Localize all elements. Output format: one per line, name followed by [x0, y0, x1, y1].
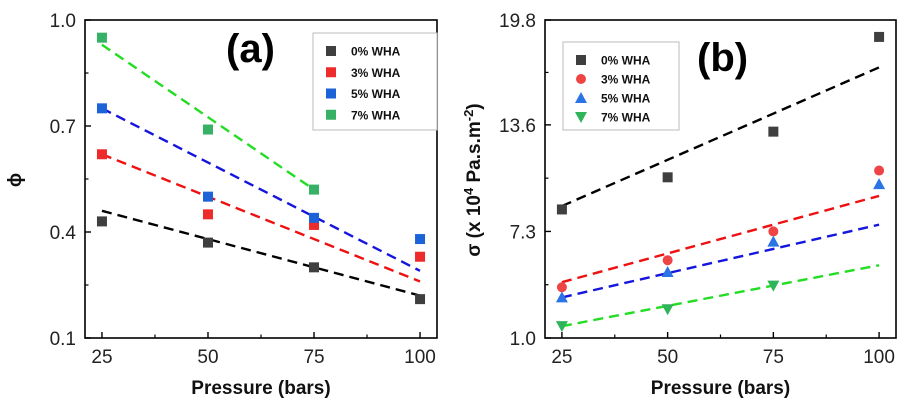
legend-label: 3% WHA — [351, 66, 401, 80]
x-tick-label: 75 — [763, 347, 784, 368]
data-point — [556, 204, 567, 215]
data-point — [767, 280, 780, 292]
legend-label: 3% WHA — [601, 73, 651, 87]
y-tick-label: 0.4 — [50, 223, 77, 244]
y-axis-label-part: ) — [464, 103, 485, 109]
y-tick-label: 1.0 — [50, 11, 76, 32]
y-tick-label: 0.1 — [50, 329, 76, 350]
panel-label: (a) — [226, 27, 275, 71]
y-tick-label: 1.0 — [510, 329, 536, 350]
y-axis-label-part: 4 — [461, 187, 476, 195]
x-tick-label: 50 — [657, 347, 678, 368]
fit-line — [101, 209, 421, 297]
legend-marker — [326, 88, 336, 99]
legend-label: 5% WHA — [351, 87, 401, 101]
y-axis-label-part: -2 — [461, 110, 476, 122]
data-point — [662, 172, 673, 183]
data-point — [555, 291, 568, 303]
x-tick-label: 50 — [197, 347, 218, 368]
data-point — [309, 219, 320, 230]
x-axis-label: Pressure (bars) — [191, 378, 330, 399]
fit-line — [101, 43, 315, 191]
fit-line — [561, 264, 880, 328]
data-point — [96, 32, 107, 43]
data-point — [202, 124, 213, 135]
data-point — [768, 126, 779, 137]
y-axis-label: σ (x 104 Pa.s.m-2) — [461, 103, 486, 256]
data-point — [309, 262, 320, 273]
fit-line — [561, 66, 880, 208]
panel-b: 25 50 75 100 1.0 7.3 13.6 19.8 Pressure (bars) σ … — [461, 11, 897, 399]
data-point — [202, 209, 213, 220]
legend-marker — [575, 92, 587, 103]
data-point — [874, 31, 885, 42]
legend-label: 0% WHA — [601, 54, 651, 68]
y-tick-label: 19.8 — [499, 11, 536, 32]
fit-line — [561, 194, 880, 284]
data-point — [309, 184, 320, 195]
x-tick-label: 100 — [863, 347, 895, 368]
data-point — [202, 191, 213, 202]
legend-marker — [576, 74, 586, 84]
y-axis-label: ϕ — [5, 173, 26, 187]
x-tick-label: 25 — [551, 347, 572, 368]
data-point — [415, 294, 426, 305]
y-tick-label: 7.3 — [510, 222, 536, 243]
legend-label: 7% WHA — [601, 111, 651, 125]
data-point — [96, 216, 107, 227]
data-point — [415, 234, 426, 245]
legend-marker — [326, 109, 336, 120]
data-point — [661, 304, 674, 316]
data-point — [202, 237, 213, 248]
x-tick-label: 75 — [303, 347, 324, 368]
legend-marker — [326, 46, 336, 56]
data-point — [873, 178, 886, 190]
data-point — [662, 255, 673, 266]
legend-marker — [576, 55, 586, 65]
legend-marker — [575, 112, 587, 123]
x-axis-label: Pressure (bars) — [651, 378, 790, 399]
data-point — [661, 266, 674, 278]
data-point — [96, 149, 107, 160]
panel-label: (b) — [697, 36, 748, 80]
fit-line — [101, 153, 421, 283]
legend-marker — [326, 67, 336, 78]
x-tick-label: 100 — [404, 347, 436, 368]
y-axis-label-part: σ (x 10 — [464, 195, 485, 257]
x-tick-label: 25 — [91, 347, 112, 368]
y-axis-label-part: Pa.s.m — [464, 121, 485, 188]
data-point — [309, 212, 320, 223]
y-tick-label: 13.6 — [499, 116, 536, 137]
data-point — [96, 103, 107, 114]
data-point — [874, 165, 885, 176]
data-point — [767, 235, 780, 247]
fit-line — [561, 223, 880, 299]
data-point — [415, 251, 426, 262]
legend-label: 5% WHA — [601, 92, 651, 106]
y-tick-label: 0.7 — [50, 117, 76, 138]
data-point — [768, 226, 779, 237]
fit-line — [101, 107, 421, 272]
legend-label: 0% WHA — [351, 45, 401, 59]
panel-a: 25 50 75 100 0.1 0.4 0.7 1.0 Pressure (bars) ϕ 0% … — [5, 11, 438, 399]
data-point — [556, 282, 567, 293]
data-point — [555, 321, 568, 333]
legend-label: 7% WHA — [351, 108, 401, 122]
